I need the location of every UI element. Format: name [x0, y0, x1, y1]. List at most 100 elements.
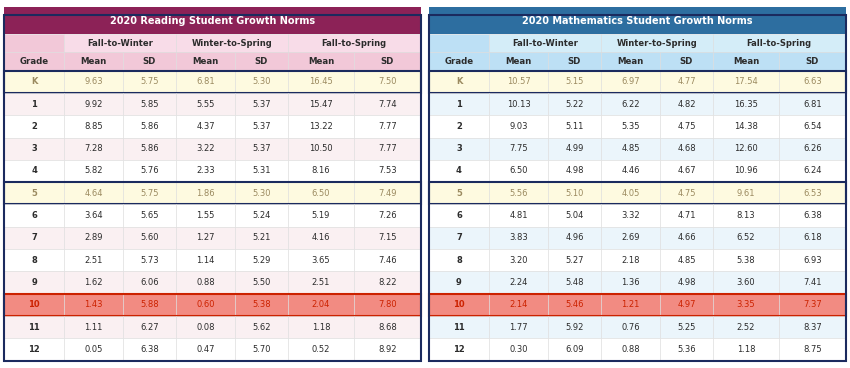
Text: 2.89: 2.89: [84, 233, 103, 243]
Bar: [601, 294, 660, 316]
Bar: [489, 34, 601, 52]
Bar: [660, 338, 713, 361]
Bar: [123, 205, 176, 227]
Bar: [429, 205, 489, 227]
Bar: [779, 71, 846, 93]
Bar: [176, 182, 235, 205]
Text: 5.85: 5.85: [140, 100, 159, 109]
Bar: [235, 160, 288, 182]
Text: 4.71: 4.71: [677, 211, 696, 220]
Text: 8.68: 8.68: [378, 323, 397, 332]
Bar: [4, 271, 64, 294]
Bar: [601, 52, 660, 71]
Text: 11: 11: [28, 323, 40, 332]
Text: 1: 1: [31, 100, 37, 109]
Text: 8: 8: [456, 256, 462, 265]
Text: SD: SD: [568, 57, 581, 66]
Text: 5.37: 5.37: [252, 100, 271, 109]
Text: 4.75: 4.75: [677, 122, 696, 131]
Text: 3.64: 3.64: [84, 211, 103, 220]
Bar: [354, 52, 421, 71]
Text: 5.86: 5.86: [140, 144, 159, 153]
Bar: [176, 227, 235, 249]
Bar: [489, 294, 548, 316]
Text: Mean: Mean: [192, 57, 218, 66]
Bar: [713, 160, 779, 182]
Text: 5.65: 5.65: [140, 211, 159, 220]
Bar: [235, 71, 288, 93]
Bar: [4, 205, 64, 227]
Text: 4.05: 4.05: [621, 189, 640, 198]
Text: 10: 10: [453, 300, 465, 309]
Text: 6.38: 6.38: [803, 211, 822, 220]
Text: Fall-to-Spring: Fall-to-Spring: [746, 39, 812, 47]
Bar: [288, 316, 354, 338]
Text: 0.88: 0.88: [196, 278, 215, 287]
Bar: [123, 182, 176, 205]
Text: Grade: Grade: [445, 57, 473, 66]
Text: 13.22: 13.22: [309, 122, 333, 131]
Bar: [429, 71, 489, 93]
Text: 4.81: 4.81: [509, 211, 528, 220]
Text: 5.22: 5.22: [565, 100, 584, 109]
Bar: [288, 52, 354, 71]
Bar: [123, 52, 176, 71]
Text: 6.24: 6.24: [803, 166, 822, 176]
Bar: [489, 182, 548, 205]
Bar: [4, 227, 64, 249]
Bar: [601, 316, 660, 338]
Text: 5.25: 5.25: [677, 323, 695, 332]
Bar: [123, 227, 176, 249]
Text: 6.52: 6.52: [737, 233, 756, 243]
Text: 1.77: 1.77: [509, 323, 528, 332]
Bar: [64, 115, 123, 138]
Text: 8.16: 8.16: [312, 166, 331, 176]
Bar: [548, 294, 601, 316]
Text: 10.57: 10.57: [507, 77, 530, 86]
Text: SD: SD: [143, 57, 156, 66]
Bar: [4, 52, 64, 71]
Bar: [429, 182, 846, 205]
Bar: [713, 138, 779, 160]
Text: 15.47: 15.47: [309, 100, 333, 109]
Bar: [601, 160, 660, 182]
Bar: [429, 227, 489, 249]
Text: 5.29: 5.29: [252, 256, 270, 265]
Bar: [288, 271, 354, 294]
Bar: [660, 182, 713, 205]
Text: 1.27: 1.27: [196, 233, 215, 243]
Bar: [288, 205, 354, 227]
Bar: [123, 115, 176, 138]
Bar: [660, 52, 713, 71]
Bar: [601, 71, 660, 93]
Bar: [779, 294, 846, 316]
Text: 3.83: 3.83: [509, 233, 528, 243]
Bar: [779, 115, 846, 138]
Bar: [660, 71, 713, 93]
Bar: [4, 249, 64, 271]
Bar: [123, 138, 176, 160]
Bar: [429, 294, 489, 316]
Bar: [354, 93, 421, 115]
Bar: [713, 205, 779, 227]
Bar: [489, 115, 548, 138]
Text: 4.98: 4.98: [565, 166, 584, 176]
Bar: [288, 93, 354, 115]
Text: 5.30: 5.30: [252, 77, 271, 86]
Text: 5.56: 5.56: [509, 189, 528, 198]
Text: 4.46: 4.46: [621, 166, 640, 176]
Text: 1.55: 1.55: [196, 211, 215, 220]
Text: 7.74: 7.74: [378, 100, 397, 109]
Text: 5.21: 5.21: [252, 233, 270, 243]
Text: 4.82: 4.82: [677, 100, 696, 109]
Bar: [235, 227, 288, 249]
Bar: [429, 338, 489, 361]
Bar: [548, 71, 601, 93]
Text: 11: 11: [453, 323, 465, 332]
Text: 9: 9: [31, 278, 37, 287]
Bar: [64, 93, 123, 115]
Bar: [489, 271, 548, 294]
Bar: [123, 338, 176, 361]
Bar: [713, 338, 779, 361]
Bar: [64, 71, 123, 93]
